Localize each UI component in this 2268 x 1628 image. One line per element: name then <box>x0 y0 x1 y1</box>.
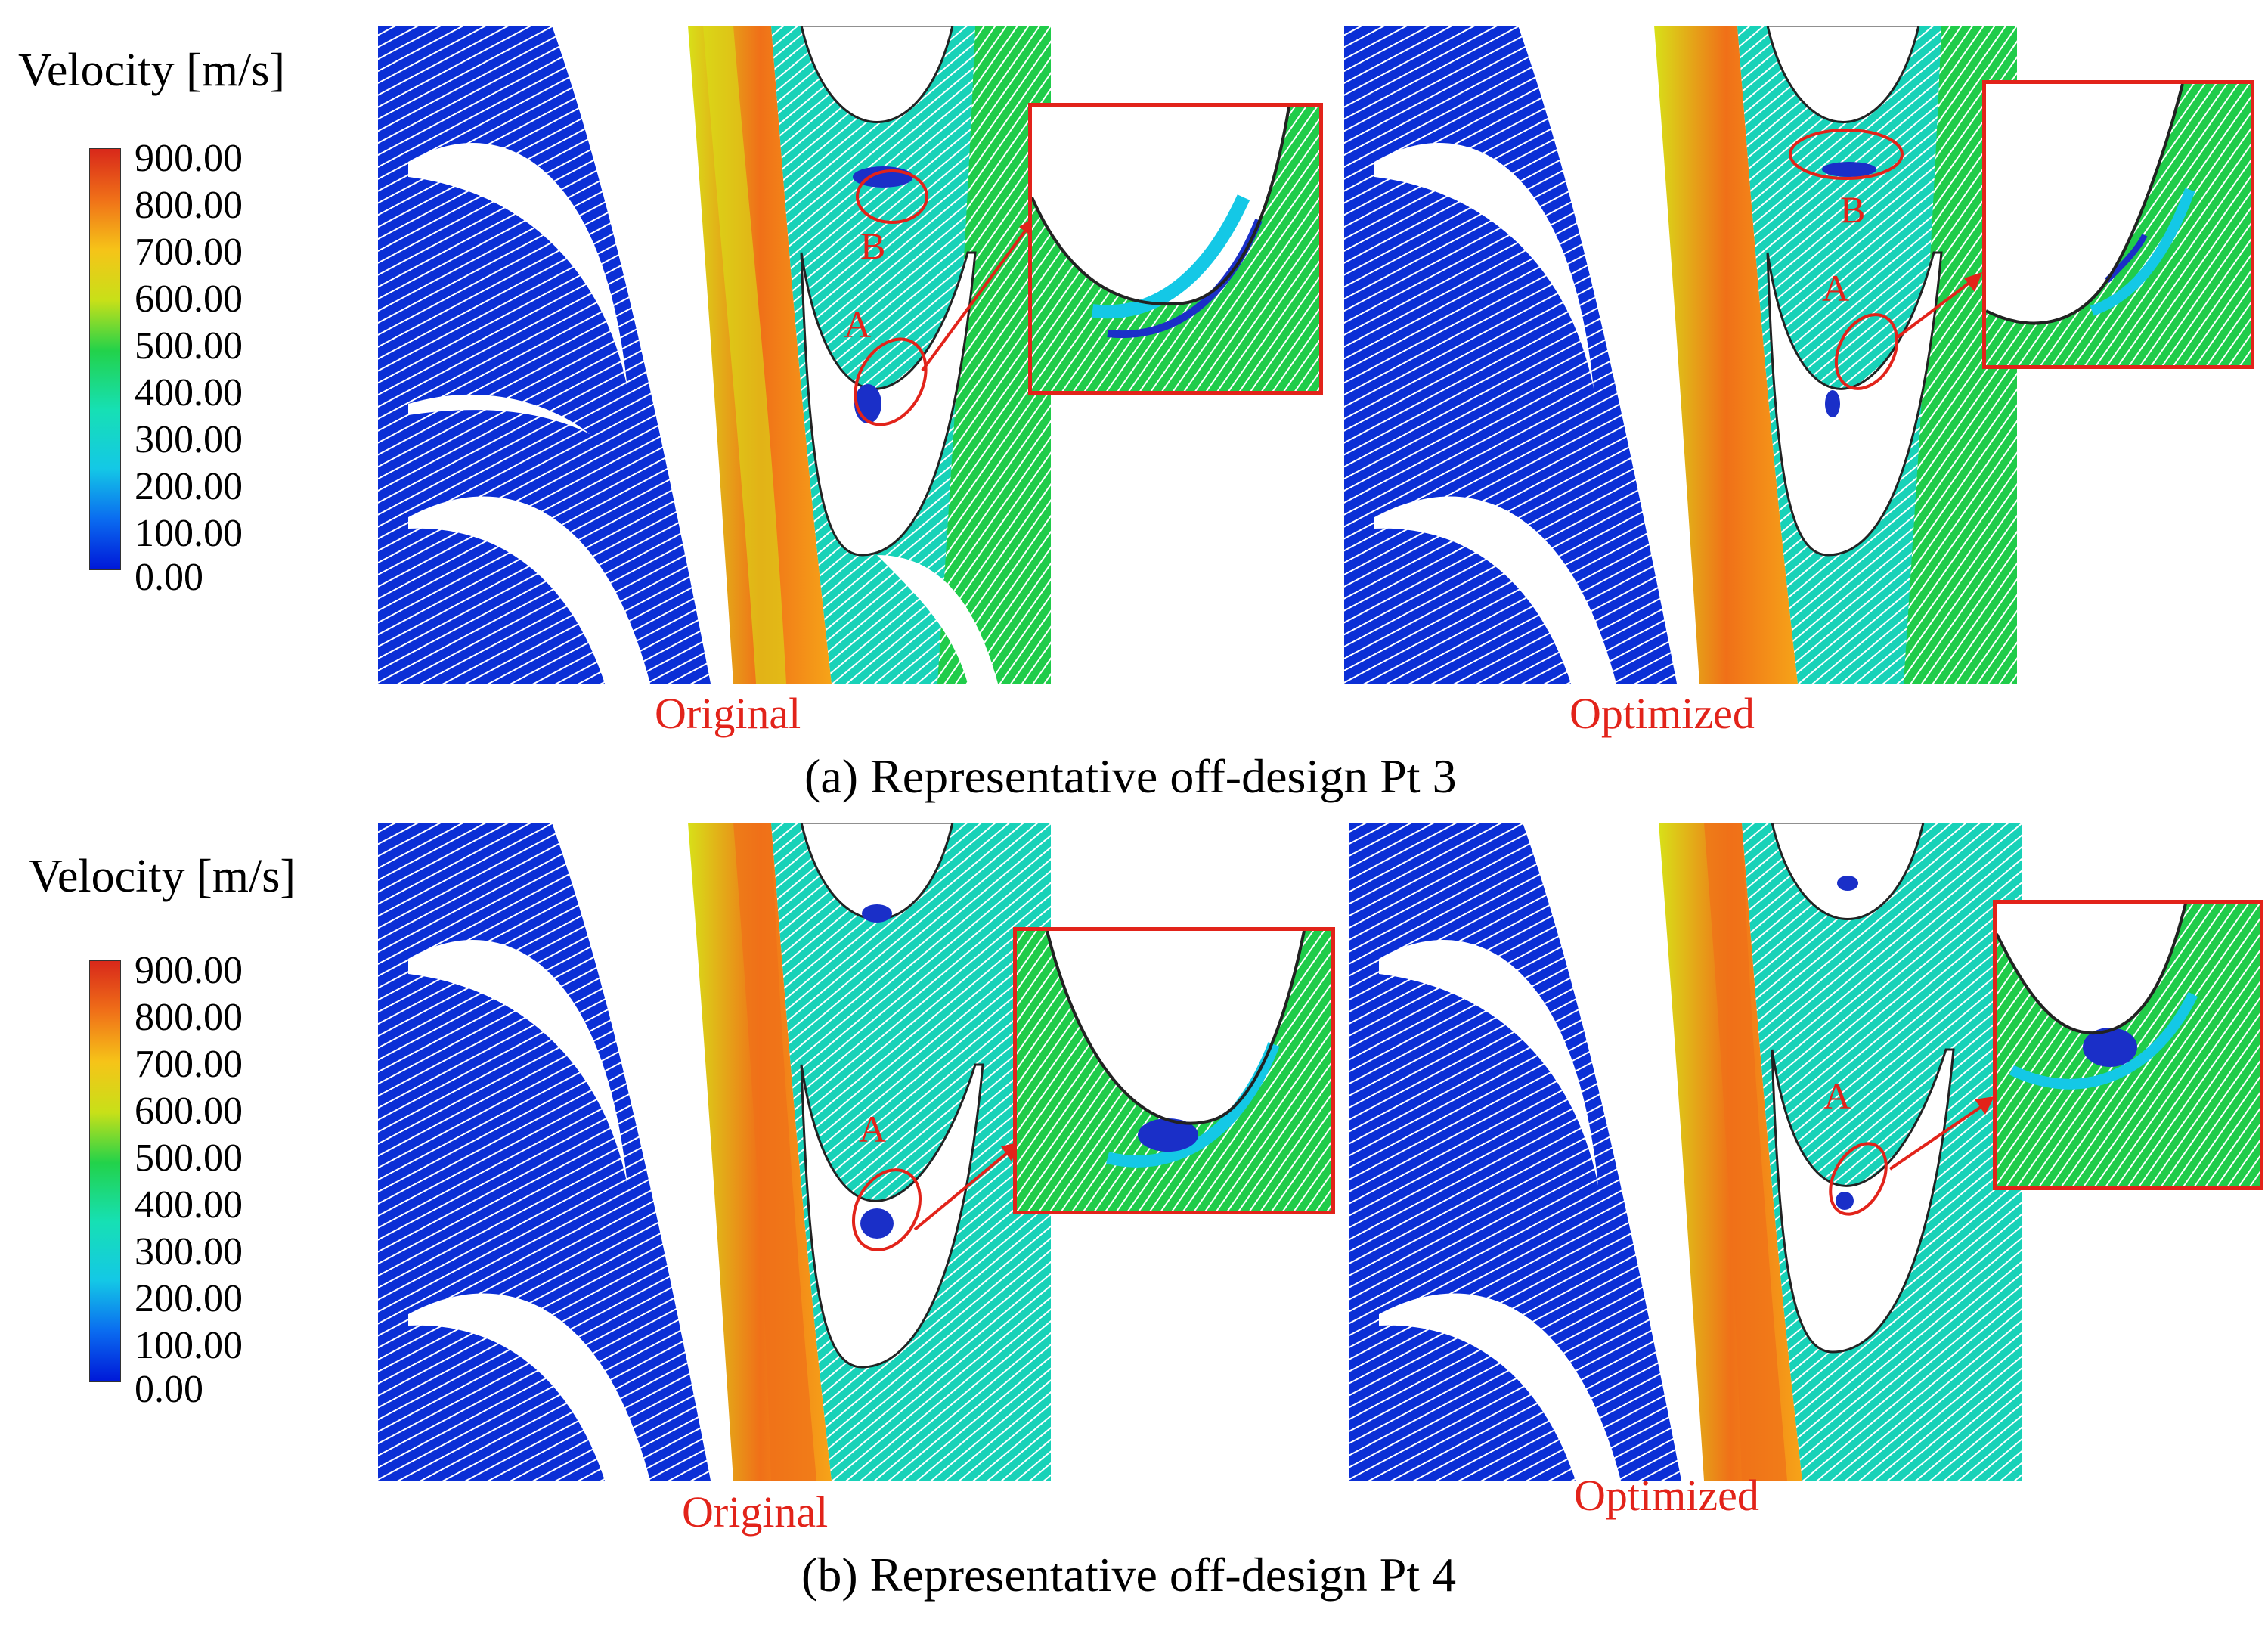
tick-label: 500.00 <box>135 324 243 367</box>
marker-label-b-optimized: B <box>1840 188 1866 231</box>
tick-label: 600.00 <box>135 1090 243 1133</box>
caption-a: (a) Representative off-design Pt 3 <box>804 749 1457 803</box>
tick-label: 0.00 <box>135 556 203 599</box>
zoom-inset-optimized-a <box>1982 80 2254 369</box>
legend-title-a: Velocity [m/s] <box>18 45 285 96</box>
panel-label-optimized-b: Optimized <box>1574 1471 1759 1520</box>
callout-arrow-optimized-b <box>1888 1096 1994 1171</box>
tick-label: 400.00 <box>135 371 243 414</box>
streamline-plot-original-a <box>378 26 1051 684</box>
colorbar-a <box>89 148 121 570</box>
colorbar-b <box>89 960 121 1382</box>
tick-label: 800.00 <box>135 996 243 1039</box>
tick-label: 900.00 <box>135 137 243 180</box>
marker-label-a-optimized: A <box>1822 267 1850 309</box>
marker-ellipse-a-optimized <box>1834 313 1899 390</box>
callout-arrow-original-a <box>921 216 1036 372</box>
tick-label: 800.00 <box>135 184 243 227</box>
tick-label: 100.00 <box>135 512 243 555</box>
marker-label-a-original-b: A <box>859 1108 887 1150</box>
legend-title-b: Velocity [m/s] <box>29 851 296 902</box>
tick-label: 500.00 <box>135 1136 243 1180</box>
tick-label: 200.00 <box>135 1277 243 1320</box>
streamline-plot-optimized-a <box>1344 26 2017 684</box>
marker-label-a-optimized-b: A <box>1823 1074 1851 1117</box>
tick-label: 600.00 <box>135 278 243 321</box>
marker-ellipse-b-optimized <box>1789 129 1904 180</box>
tick-label: 700.00 <box>135 231 243 274</box>
tick-label: 300.00 <box>135 1230 243 1273</box>
callout-arrow-original-b <box>913 1142 1021 1231</box>
tick-label: 700.00 <box>135 1043 243 1086</box>
zoom-inset-optimized-b <box>1993 900 2263 1190</box>
caption-b: (b) Representative off-design Pt 4 <box>801 1548 1457 1602</box>
panel-label-original-a: Original <box>655 689 801 738</box>
zoom-inset-original-a <box>1028 103 1323 395</box>
marker-ellipse-a-original <box>854 337 928 426</box>
zoom-inset-original-b <box>1013 927 1335 1214</box>
tick-label: 400.00 <box>135 1183 243 1226</box>
streamline-plot-original-b <box>378 823 1051 1481</box>
tick-label: 900.00 <box>135 949 243 992</box>
panel-label-original-b: Original <box>682 1487 829 1537</box>
marker-label-b-original: B <box>860 225 886 267</box>
tick-label: 300.00 <box>135 418 243 461</box>
tick-label: 200.00 <box>135 465 243 508</box>
marker-ellipse-a-optimized-b <box>1829 1142 1888 1216</box>
panel-label-optimized-a: Optimized <box>1569 689 1755 738</box>
marker-label-a-original: A <box>844 303 872 346</box>
marker-ellipse-a-original-b <box>851 1168 922 1251</box>
callout-arrow-optimized-a <box>1896 272 1982 339</box>
tick-label: 100.00 <box>135 1324 243 1367</box>
tick-label: 0.00 <box>135 1368 203 1411</box>
marker-ellipse-b-original <box>856 169 928 224</box>
